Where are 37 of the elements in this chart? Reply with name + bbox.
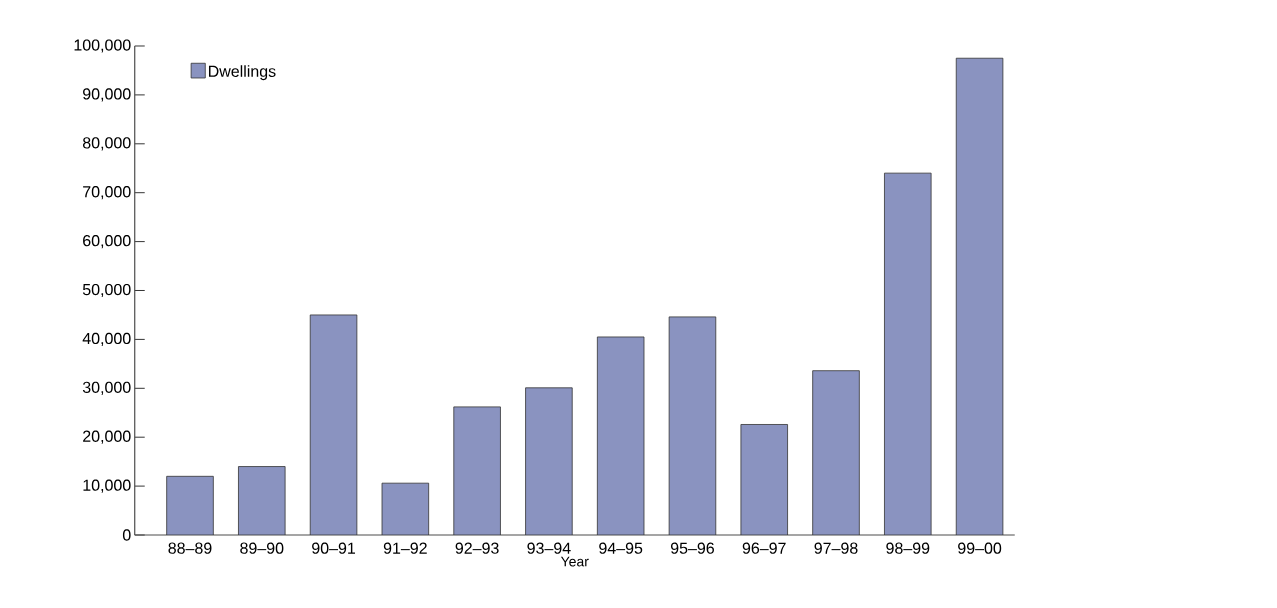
bar bbox=[955, 57, 1004, 535]
y-tick-label: 70,000 bbox=[83, 186, 131, 200]
x-tick-label: 88–89 bbox=[168, 542, 212, 554]
x-tick-label: 96–97 bbox=[742, 542, 786, 554]
bar bbox=[525, 387, 573, 535]
bar bbox=[238, 466, 286, 535]
y-tick-label: 80,000 bbox=[82, 137, 131, 151]
bar bbox=[884, 172, 932, 535]
y-tick-label: 90,000 bbox=[83, 88, 131, 102]
x-tick-label: 90–91 bbox=[312, 542, 356, 554]
bar bbox=[309, 314, 358, 535]
bar bbox=[812, 370, 860, 535]
x-tick-label: 94–95 bbox=[599, 542, 643, 554]
x-tick-label: 98–99 bbox=[886, 542, 930, 554]
y-tick-label: 50,000 bbox=[82, 283, 131, 298]
bar bbox=[381, 482, 430, 535]
x-axis-title: Year bbox=[560, 556, 589, 567]
bar bbox=[166, 475, 214, 535]
bar bbox=[453, 406, 501, 535]
y-tick-label: 30,000 bbox=[82, 381, 131, 395]
bar bbox=[740, 424, 788, 535]
y-tick-label: 0 bbox=[122, 529, 131, 541]
bar bbox=[668, 316, 717, 535]
x-tick-label: 99–00 bbox=[958, 542, 1002, 554]
legend-label: Dwellings bbox=[208, 65, 276, 81]
x-tick-label: 97–98 bbox=[814, 542, 858, 554]
y-tick-label: 10,000 bbox=[83, 479, 131, 493]
y-tick-label: 40,000 bbox=[82, 332, 131, 347]
x-tick-label: 95–96 bbox=[670, 542, 714, 554]
x-tick-label: 93–94 bbox=[527, 542, 571, 554]
y-tick-label: 20,000 bbox=[83, 430, 131, 444]
x-tick-label: 89–90 bbox=[240, 542, 284, 554]
x-tick-label: 91–92 bbox=[383, 542, 427, 554]
bar bbox=[596, 336, 645, 535]
y-tick-label: 60,000 bbox=[83, 234, 131, 249]
y-tick-label: 100,000 bbox=[74, 39, 131, 53]
x-tick-label: 92–93 bbox=[455, 542, 499, 554]
